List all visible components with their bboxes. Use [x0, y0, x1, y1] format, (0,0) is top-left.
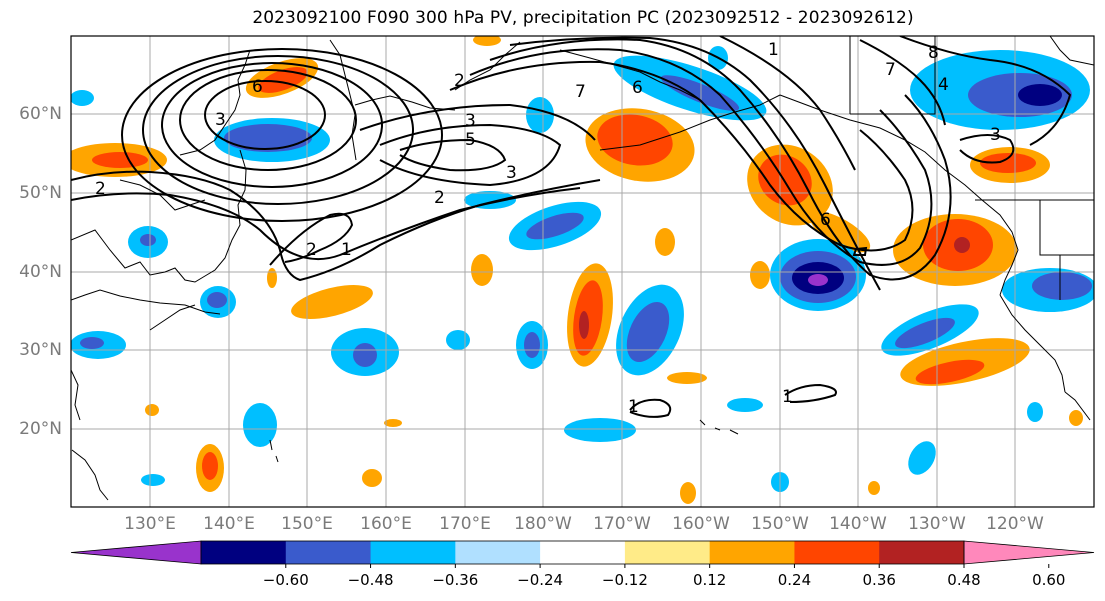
contour-label: 2 [306, 240, 317, 260]
lon-label: 130°E [124, 514, 176, 534]
pv-contours [71, 36, 1072, 418]
contour-label: 3 [506, 163, 517, 183]
colorbar-segment [370, 541, 456, 564]
contour-label: 6 [820, 210, 831, 230]
contour-label: 1 [341, 240, 352, 260]
lat-label-50n: 50°N [19, 183, 62, 203]
contour-label: 6 [632, 78, 643, 98]
colorbar-tick-label: −0.12 [601, 571, 648, 589]
map-frame [70, 35, 1095, 508]
colorbar-tick-label: 0.36 [862, 571, 896, 589]
contour-labels: 2 3 5 3 2 1 2 7 6 8 4 3 7 6 1 1 6 3 2 1 [95, 40, 1001, 417]
lon-label: 120°W [986, 514, 1044, 534]
contour-label: 2 [434, 188, 445, 208]
colorbar-segment [455, 541, 541, 564]
colorbar [70, 540, 1095, 568]
lat-label-30n: 30°N [19, 340, 62, 360]
lon-label: 140°W [829, 514, 887, 534]
colorbar-segment [879, 541, 965, 564]
contour-label: 3 [465, 111, 476, 131]
colorbar-tick-label: −0.60 [262, 571, 309, 589]
colorbar-segment [624, 541, 711, 564]
colorbar-tick-label: 0.24 [777, 571, 812, 589]
contour-label: 1 [782, 387, 793, 407]
lon-label: 150°E [281, 514, 333, 534]
contour-label: 8 [928, 43, 939, 63]
precip-shading [71, 36, 1094, 504]
contour-label: 1 [628, 397, 639, 417]
contour-label: 2 [454, 71, 465, 91]
lon-label: 140°E [203, 514, 255, 534]
lon-label: 150°W [751, 514, 809, 534]
colorbar-segment [709, 541, 795, 564]
lon-label: 160°E [360, 514, 412, 534]
lat-label-60n: 60°N [19, 104, 62, 124]
contour-label: 5 [465, 130, 476, 150]
contour-label: 3 [215, 110, 226, 130]
colorbar-tick-label: −0.24 [517, 571, 564, 589]
lon-label: 160°W [672, 514, 730, 534]
figure-title: 2023092100 F090 300 hPa PV, precipitatio… [252, 8, 914, 28]
colorbar-min-extension [70, 540, 202, 565]
colorbar-segment [794, 541, 880, 564]
colorbar-segment [285, 541, 372, 564]
colorbar-segment [201, 541, 287, 564]
lat-label-40n: 40°N [19, 262, 62, 282]
lon-label: 170°E [439, 514, 491, 534]
lon-label: 130°W [908, 514, 966, 534]
lat-label-20n: 20°N [19, 419, 62, 439]
colorbar-tick-label: −0.36 [432, 571, 479, 589]
colorbar-tick-label: 0.60 [1032, 571, 1066, 589]
colorbar-tick-label: 0.48 [947, 571, 981, 589]
lon-label: 170°W [593, 514, 651, 534]
contour-label: 6 [252, 77, 263, 97]
colorbar-segment [540, 541, 626, 564]
colorbar-tick-label: 0.12 [692, 571, 727, 589]
contour-label: 4 [938, 75, 949, 95]
contour-label: 1 [768, 40, 779, 60]
contour-label: 3 [990, 125, 1001, 145]
colorbar-tick-label: −0.48 [347, 571, 394, 589]
contour-label: 7 [575, 82, 586, 102]
contour-label: 7 [885, 60, 896, 80]
contour-label: 2 [95, 179, 106, 199]
colorbar-max-extension [963, 540, 1095, 565]
lon-label: 180°W [514, 514, 572, 534]
